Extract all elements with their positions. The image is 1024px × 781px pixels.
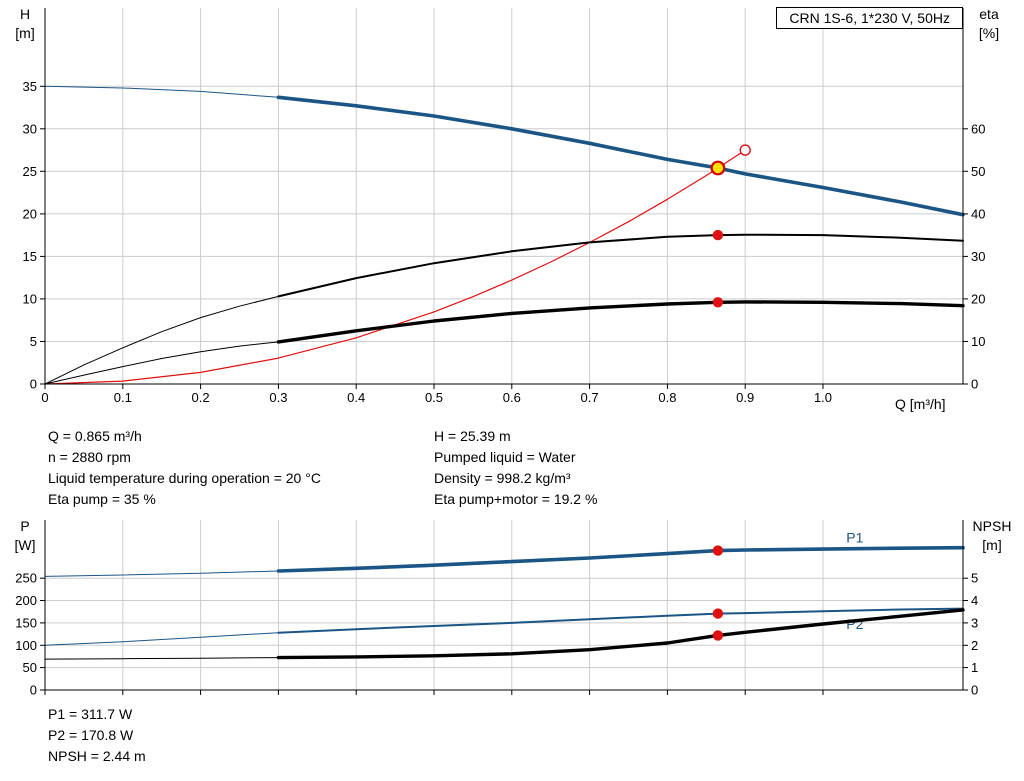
left-axis-tick-label: 25 — [23, 164, 37, 179]
p1-curve — [276, 545, 965, 573]
h-axis-title: H [m] — [4, 5, 46, 43]
left-axis-tick-label: 35 — [23, 79, 37, 94]
left-axis-tick-label: 5 — [30, 334, 37, 349]
left-axis-tick-label: 10 — [23, 291, 37, 306]
left-axis-tick-label: 200 — [15, 593, 37, 608]
eta-pump-curve-lead-in — [44, 295, 279, 385]
system-curve — [44, 149, 746, 385]
chart-area-0: 0 5 10 15 20 25 30 35 0 10 20 30 40 50 60 0 0.1 0.2 0.3 0.4… — [23, 8, 985, 405]
right-axis-tick-label: 50 — [971, 164, 985, 179]
x-axis-tick-label: 0.2 — [192, 390, 210, 405]
eta-axis-unit: [%] — [978, 25, 1000, 41]
p2-curve-lead-in — [44, 632, 279, 646]
eta-pump-curve — [277, 233, 964, 298]
left-axis-tick-label: 50 — [23, 660, 37, 675]
h-axis-unit: [m] — [15, 25, 35, 41]
h-axis-label: H — [19, 6, 31, 22]
x-axis-tick-label: 0.4 — [347, 390, 365, 405]
npsh-axis-title: NPSH [m] — [962, 517, 1022, 555]
right-axis-tick-label: 60 — [971, 121, 985, 136]
left-axis-tick-label: 100 — [15, 638, 37, 653]
operating-point — [710, 160, 726, 176]
left-axis-tick-label: 250 — [15, 571, 37, 586]
p-axis-label: P — [20, 518, 30, 534]
p1-curve-lead-in — [44, 570, 279, 577]
info-line-pumped-liquid: Pumped liquid = Water — [434, 449, 576, 465]
p-axis-unit: [W] — [14, 537, 36, 553]
left-axis-tick-label: 15 — [23, 249, 37, 264]
right-axis-tick-label: 0 — [971, 683, 978, 698]
right-axis-tick-label: 40 — [971, 206, 985, 221]
left-axis-tick-label: 20 — [23, 206, 37, 221]
npsh-curve-lead-in — [44, 657, 279, 660]
x-axis-tick-label: 0.5 — [425, 390, 443, 405]
info-line-q: Q = 0.865 m³/h — [48, 428, 142, 444]
head-curve — [276, 95, 965, 217]
head-curve-lead-in — [44, 85, 279, 98]
duty-marker-dot — [712, 630, 724, 641]
requested-duty-point — [739, 144, 751, 156]
x-axis-tick-label: 0.1 — [114, 390, 132, 405]
x-axis-tick-label: 0.7 — [581, 390, 599, 405]
info-line-liquid-temp: Liquid temperature during operation = 20… — [48, 470, 321, 486]
left-axis-tick-label: 150 — [15, 615, 37, 630]
left-axis-tick-label: 0 — [30, 683, 37, 698]
pump-model-title: CRN 1S-6, 1*230 V, 50Hz — [789, 10, 950, 26]
duty-info-column-1: Q = 0.865 m³/h n = 2880 rpm Liquid tempe… — [48, 426, 321, 510]
eta-axis-label: eta — [979, 6, 999, 22]
info-line-rpm: n = 2880 rpm — [48, 449, 131, 465]
right-axis-tick-label: 1 — [971, 660, 978, 675]
right-axis-tick-label: 5 — [971, 571, 978, 586]
p2-curve — [277, 607, 964, 634]
power-info-block: P1 = 311.7 W P2 = 170.8 W NPSH = 2.44 m — [48, 704, 146, 767]
info-line-h: H = 25.39 m — [434, 428, 511, 444]
duty-marker-dot — [712, 545, 724, 556]
right-axis-tick-label: 10 — [971, 334, 985, 349]
x-axis-tick-label: 0 — [41, 390, 48, 405]
info-line-p1: P1 = 311.7 W — [48, 706, 133, 722]
eta-axis-title: eta [%] — [964, 5, 1014, 43]
p1-curve-label: P1 — [846, 529, 863, 545]
right-axis-tick-label: 4 — [971, 593, 978, 608]
right-axis-tick-label: 20 — [971, 291, 985, 306]
duty-marker-dot — [712, 608, 724, 619]
right-axis-tick-label: 30 — [971, 249, 985, 264]
x-axis-tick-label: 0.3 — [269, 390, 287, 405]
x-axis-tick-label: 1.0 — [814, 390, 832, 405]
duty-marker-dot — [712, 297, 724, 308]
left-axis-tick-label: 0 — [30, 377, 37, 392]
duty-marker-dot — [712, 229, 724, 241]
right-axis-tick-label: 2 — [971, 638, 978, 653]
eta-pump-motor-curve — [276, 300, 965, 344]
info-line-density: Density = 998.2 kg/m³ — [434, 470, 571, 486]
x-axis-tick-label: 0.9 — [736, 390, 754, 405]
pump-model-box: CRN 1S-6, 1*230 V, 50Hz — [776, 7, 963, 29]
right-axis-tick-label: 3 — [971, 615, 978, 630]
info-line-npsh: NPSH = 2.44 m — [48, 748, 146, 764]
npsh-axis-label: NPSH — [972, 518, 1012, 534]
p-axis-title: P [W] — [4, 517, 46, 555]
right-axis-tick-label: 0 — [971, 377, 978, 392]
info-line-eta-total: Eta pump+motor = 19.2 % — [434, 491, 598, 507]
q-axis-label: Q [m³/h] — [895, 396, 946, 412]
duty-info-column-2: H = 25.39 m Pumped liquid = Water Densit… — [434, 426, 597, 510]
info-line-eta-pump: Eta pump = 35 % — [48, 491, 156, 507]
eta-pump-motor-curve-lead-in — [44, 341, 279, 385]
npsh-curve — [276, 608, 965, 660]
npsh-axis-unit: [m] — [982, 537, 1002, 553]
left-axis-tick-label: 30 — [23, 121, 37, 136]
x-axis-tick-label: 0.6 — [503, 390, 521, 405]
info-line-p2: P2 = 170.8 W — [48, 727, 134, 743]
x-axis-tick-label: 0.8 — [658, 390, 676, 405]
